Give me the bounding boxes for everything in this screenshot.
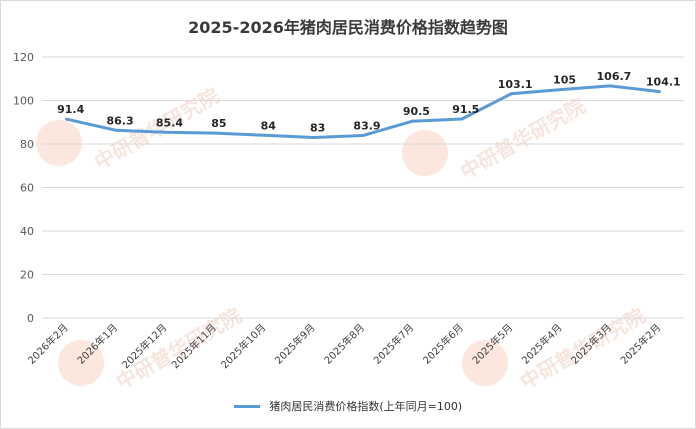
data-label: 106.7 — [597, 70, 632, 83]
data-point — [65, 117, 69, 121]
y-tick-label: 100 — [13, 95, 34, 108]
data-label: 104.1 — [646, 76, 681, 89]
x-tick-label: 2025年8月 — [321, 321, 367, 367]
x-tick-label: 2025年7月 — [371, 321, 417, 367]
x-tick-label: 2025年3月 — [568, 321, 614, 367]
x-tick-label: 2025年4月 — [519, 321, 565, 367]
data-label: 85.4 — [156, 116, 183, 129]
legend-swatch — [233, 404, 260, 408]
data-point — [312, 135, 316, 139]
data-label: 84 — [261, 119, 277, 132]
data-point — [657, 90, 661, 94]
x-tick-label: 2025年10月 — [218, 321, 268, 371]
data-label: 86.3 — [107, 114, 134, 127]
data-label: 91.5 — [452, 103, 479, 116]
data-label: 83.9 — [353, 120, 380, 133]
data-label: 103.1 — [498, 78, 533, 91]
x-tick-label: 2025年12月 — [119, 321, 169, 371]
data-label: 105 — [553, 74, 576, 87]
x-tick-label: 2025年11月 — [169, 321, 219, 371]
x-tick-label: 2026年1月 — [74, 321, 120, 367]
x-tick-label: 2025年2月 — [618, 321, 664, 367]
chart-title: 2025-2026年猪肉居民消费价格指数趋势图 — [188, 18, 508, 37]
data-label: 83 — [310, 121, 325, 134]
data-label: 90.5 — [403, 105, 430, 118]
y-tick-label: 0 — [27, 312, 34, 325]
x-tick-label: 2026年2月 — [25, 321, 71, 367]
data-point — [460, 117, 464, 121]
x-tick-label: 2025年5月 — [469, 321, 515, 367]
watermark-circle-icon — [58, 340, 104, 386]
data-point — [559, 88, 563, 92]
y-tick-label: 120 — [13, 51, 34, 64]
watermark-circle-icon — [36, 120, 82, 166]
legend: 猪肉居民消费价格指数(上年同月=100) — [0, 398, 696, 414]
data-label: 91.4 — [57, 103, 84, 116]
x-tick-label: 2025年6月 — [420, 321, 466, 367]
data-point — [410, 119, 414, 123]
x-tick-label: 2025年9月 — [272, 321, 318, 367]
data-point — [163, 130, 167, 134]
y-tick-label: 60 — [20, 182, 34, 195]
data-point — [262, 133, 266, 137]
y-tick-label: 80 — [20, 138, 34, 151]
watermark-circle-icon — [402, 130, 448, 176]
legend-label: 猪肉居民消费价格指数(上年同月=100) — [269, 400, 463, 413]
data-point — [213, 131, 217, 135]
data-point — [509, 92, 513, 96]
data-point — [608, 84, 612, 88]
y-tick-label: 40 — [20, 225, 34, 238]
y-tick-label: 20 — [20, 269, 34, 282]
data-point — [114, 128, 118, 132]
data-label: 85 — [211, 117, 226, 130]
data-point — [361, 134, 365, 138]
watermark-circle-icon — [462, 340, 508, 386]
